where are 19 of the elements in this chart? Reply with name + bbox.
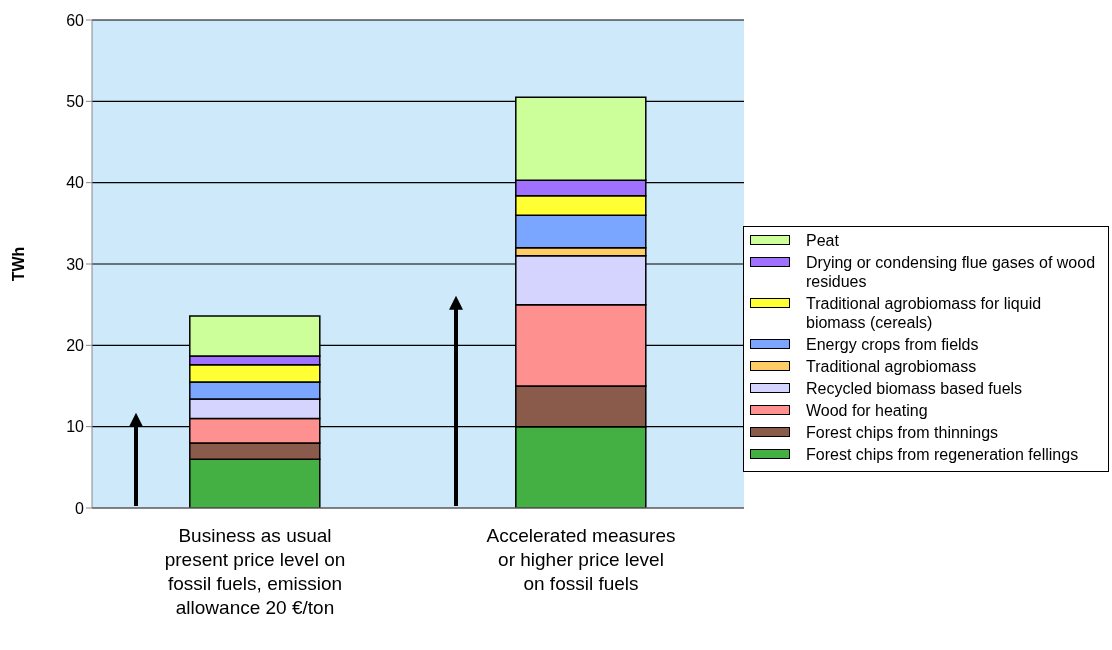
legend-label: Forest chips from thinnings xyxy=(806,423,999,442)
legend-label: Traditional agrobiomass for liquid biomass (cereals) xyxy=(806,294,1043,332)
legend-label: Peat xyxy=(806,231,839,250)
x-tick-label: Accelerated measures or higher price level on fossil fuels xyxy=(486,525,676,594)
y-tick-label: 40 xyxy=(66,174,85,192)
y-axis-title: TWh xyxy=(9,246,27,282)
y-tick-label: 10 xyxy=(66,418,85,436)
y-tick-label: 50 xyxy=(66,93,85,111)
y-tick-label: 0 xyxy=(75,499,85,517)
legend-label: Traditional agrobiomass xyxy=(806,357,977,376)
y-tick-label: 60 xyxy=(66,11,85,29)
legend-label: Wood for heating xyxy=(806,401,928,420)
legend-label: Drying or condensing flue gases of wood residues xyxy=(806,253,1097,291)
x-tick-label: Business as usual present price level on fossil fuels, emission allowance 20 €/ton xyxy=(164,525,346,618)
y-tick-label: 20 xyxy=(66,337,85,355)
y-tick-label: 30 xyxy=(66,255,85,273)
legend-label: Forest chips from regeneration fellings xyxy=(806,445,1079,464)
legend-label: Energy crops from fields xyxy=(806,335,979,354)
legend-label: Recycled biomass based fuels xyxy=(806,379,1023,398)
